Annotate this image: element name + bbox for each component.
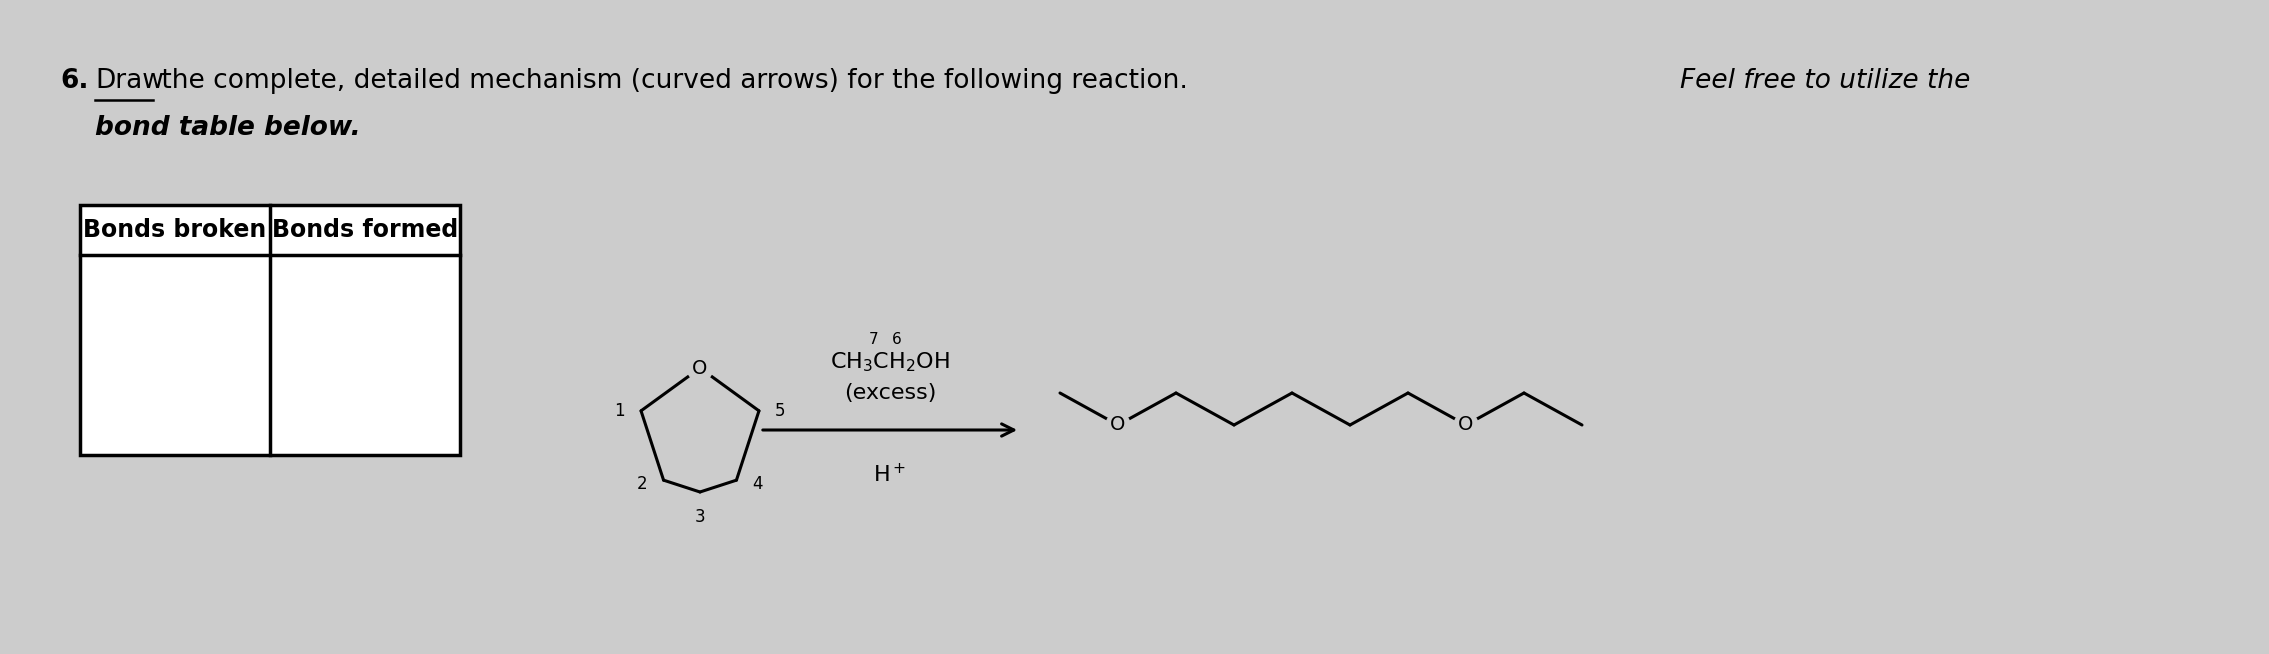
Text: 1: 1 — [615, 402, 624, 420]
Text: 5: 5 — [776, 402, 785, 420]
Circle shape — [1454, 413, 1477, 437]
Circle shape — [688, 355, 712, 381]
Text: 6: 6 — [892, 332, 901, 347]
Text: Feel free to utilize the: Feel free to utilize the — [1679, 68, 1969, 94]
Text: Draw: Draw — [95, 68, 163, 94]
Text: H$^+$: H$^+$ — [874, 462, 908, 486]
Text: CH$_3$CH$_2$OH: CH$_3$CH$_2$OH — [830, 350, 951, 374]
Text: 7: 7 — [869, 332, 878, 347]
Bar — [79, 255, 461, 455]
Text: 4: 4 — [753, 475, 762, 493]
Text: 2: 2 — [638, 475, 647, 493]
Text: 3: 3 — [694, 508, 706, 526]
Bar — [79, 205, 461, 255]
Circle shape — [1105, 413, 1130, 437]
Text: bond table below.: bond table below. — [95, 115, 361, 141]
Bar — [79, 205, 461, 455]
Text: Bonds broken: Bonds broken — [84, 218, 268, 242]
Text: 6.: 6. — [59, 68, 88, 94]
Text: O: O — [692, 358, 708, 377]
Text: O: O — [1110, 415, 1125, 434]
Text: Bonds formed: Bonds formed — [272, 218, 458, 242]
Text: (excess): (excess) — [844, 383, 937, 403]
Text: O: O — [1459, 415, 1473, 434]
Text: the complete, detailed mechanism (curved arrows) for the following reaction.: the complete, detailed mechanism (curved… — [152, 68, 1196, 94]
